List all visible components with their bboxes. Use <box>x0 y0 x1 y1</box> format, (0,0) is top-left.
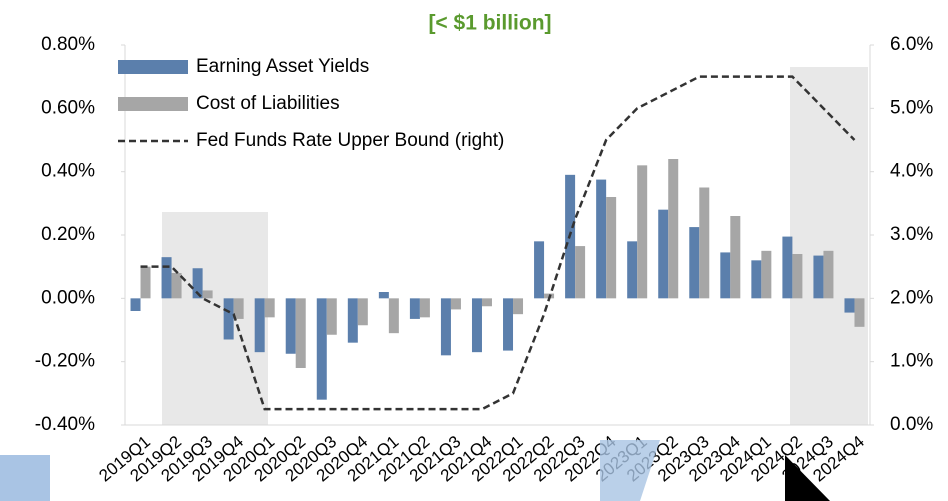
bar <box>596 179 607 299</box>
legend-label: Fed Funds Rate Upper Bound (right) <box>196 130 504 151</box>
y2-tick-label: 0.0% <box>890 414 933 435</box>
y-tick-label: 0.40% <box>41 161 95 182</box>
y-tick-label: 0.60% <box>41 97 95 118</box>
y-tick-label: 0.80% <box>41 34 95 55</box>
y2-tick-label: 5.0% <box>890 97 933 118</box>
bar <box>637 165 648 299</box>
overlay <box>600 440 660 501</box>
bar <box>782 236 793 299</box>
legend-swatch <box>118 97 188 111</box>
bar <box>316 298 327 400</box>
bar <box>130 298 141 311</box>
y-tick-label: 0.20% <box>41 224 95 245</box>
bar <box>285 298 296 354</box>
y2-tick-label: 3.0% <box>890 224 933 245</box>
bar <box>161 257 172 299</box>
overlay <box>0 455 50 501</box>
bar <box>254 298 265 353</box>
overlay <box>785 455 830 501</box>
bar <box>450 298 461 310</box>
y-tick-label: -0.20% <box>35 351 95 372</box>
legend-label: Cost of Liabilities <box>196 93 340 114</box>
bar <box>813 255 824 299</box>
bar <box>658 209 669 299</box>
bar <box>192 268 203 299</box>
legend-swatch <box>118 60 188 74</box>
y2-tick-label: 2.0% <box>890 287 933 308</box>
bar <box>761 250 772 299</box>
line <box>140 75 856 411</box>
bar <box>202 290 213 299</box>
bar <box>854 298 865 327</box>
bar <box>140 266 151 299</box>
y2-tick-label: 6.0% <box>890 34 933 55</box>
bar <box>471 298 482 353</box>
bar <box>347 298 358 343</box>
legend-label: Earning Asset Yields <box>196 56 369 77</box>
y-tick-label: -0.40% <box>35 414 95 435</box>
bar <box>575 246 586 299</box>
bar <box>792 254 803 299</box>
bar <box>233 298 244 319</box>
bar <box>326 298 337 335</box>
bar <box>171 273 182 299</box>
bar <box>720 252 731 299</box>
bar <box>699 187 710 299</box>
bar <box>844 298 855 313</box>
bar <box>264 298 275 318</box>
bar <box>419 298 430 318</box>
bar <box>627 241 638 299</box>
bar <box>751 260 762 299</box>
y2-tick-label: 1.0% <box>890 351 933 372</box>
y-tick-label: 0.00% <box>41 287 95 308</box>
bar <box>378 292 389 299</box>
bar <box>409 298 420 319</box>
bar <box>481 298 492 307</box>
bar <box>223 298 234 340</box>
bar <box>606 197 617 299</box>
bar <box>689 227 700 299</box>
shaded-period <box>790 67 868 425</box>
bar <box>668 159 679 299</box>
shaded-period <box>162 212 268 425</box>
chart-title: [< $1 billion] <box>428 12 551 35</box>
bar <box>534 241 545 299</box>
bar <box>513 298 524 315</box>
y2-tick-label: 4.0% <box>890 161 933 182</box>
bar <box>823 250 834 299</box>
bar <box>388 298 399 334</box>
bar <box>295 298 306 368</box>
bar <box>357 298 368 326</box>
bar <box>440 298 451 356</box>
bar <box>730 216 741 299</box>
bar <box>503 298 514 351</box>
